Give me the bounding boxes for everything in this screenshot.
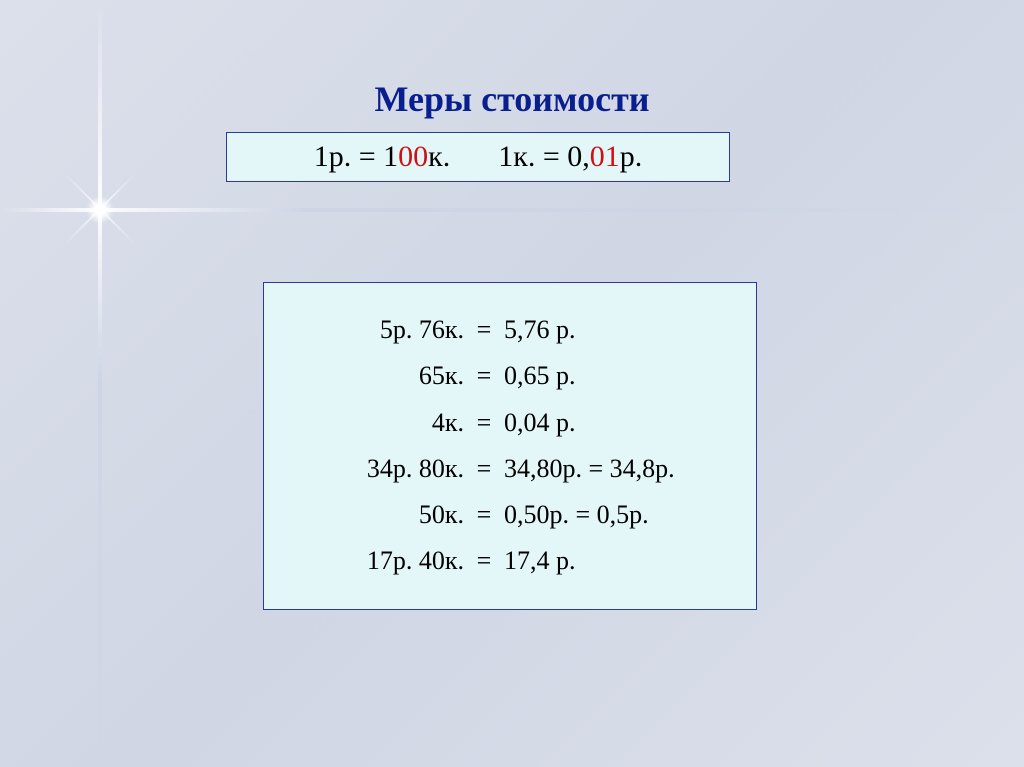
rule-eq-1-post: к. [428, 140, 450, 173]
rule-eq-1-highlight: 00 [398, 140, 428, 173]
rule-eq-2-highlight: 01 [590, 140, 620, 173]
example-row: 65к. = 0,65 р. [274, 353, 746, 399]
equals-sign: = [464, 353, 504, 399]
decor-star-core [86, 196, 114, 224]
decor-ray-diag-2 [64, 173, 136, 245]
example-row: 50к. = 0,50р. = 0,5р. [274, 492, 746, 538]
example-rhs: 17,4 р. [504, 538, 576, 584]
rule-eq-2-pre: 1к. = 0, [498, 140, 590, 173]
decor-ray-horizontal [0, 208, 1024, 212]
example-lhs: 5р. 76к. [274, 307, 464, 353]
example-row: 4к. = 0,04 р. [274, 400, 746, 446]
example-row: 5р. 76к. = 5,76 р. [274, 307, 746, 353]
rule-eq-1-pre: 1р. = 1 [314, 140, 398, 173]
example-row: 34р. 80к. = 34,80р. = 34,8р. [274, 446, 746, 492]
example-rhs: 0,04 р. [504, 400, 576, 446]
example-lhs: 65к. [274, 353, 464, 399]
rule-eq-2-post: р. [620, 140, 643, 173]
page-title: Меры стоимости [0, 78, 1024, 120]
equals-sign: = [464, 307, 504, 353]
example-lhs: 4к. [274, 400, 464, 446]
example-lhs: 17р. 40к. [274, 538, 464, 584]
example-lhs: 50к. [274, 492, 464, 538]
equals-sign: = [464, 446, 504, 492]
example-lhs: 34р. 80к. [274, 446, 464, 492]
equals-sign: = [464, 538, 504, 584]
example-rhs: 0,65 р. [504, 353, 576, 399]
example-rhs: 5,76 р. [504, 307, 576, 353]
decor-ray-diag-1 [64, 173, 136, 245]
rule-box: 1р. = 100к. 1к. = 0,01р. [226, 132, 730, 182]
example-rhs: 0,50р. = 0,5р. [504, 492, 649, 538]
example-row: 17р. 40к. = 17,4 р. [274, 538, 746, 584]
rule-eq-2: 1к. = 0,01р. [498, 140, 642, 174]
equals-sign: = [464, 400, 504, 446]
equals-sign: = [464, 492, 504, 538]
examples-box: 5р. 76к. = 5,76 р. 65к. = 0,65 р. 4к. = … [263, 282, 757, 610]
example-rhs: 34,80р. = 34,8р. [504, 446, 675, 492]
rule-eq-1: 1р. = 100к. [314, 140, 451, 174]
